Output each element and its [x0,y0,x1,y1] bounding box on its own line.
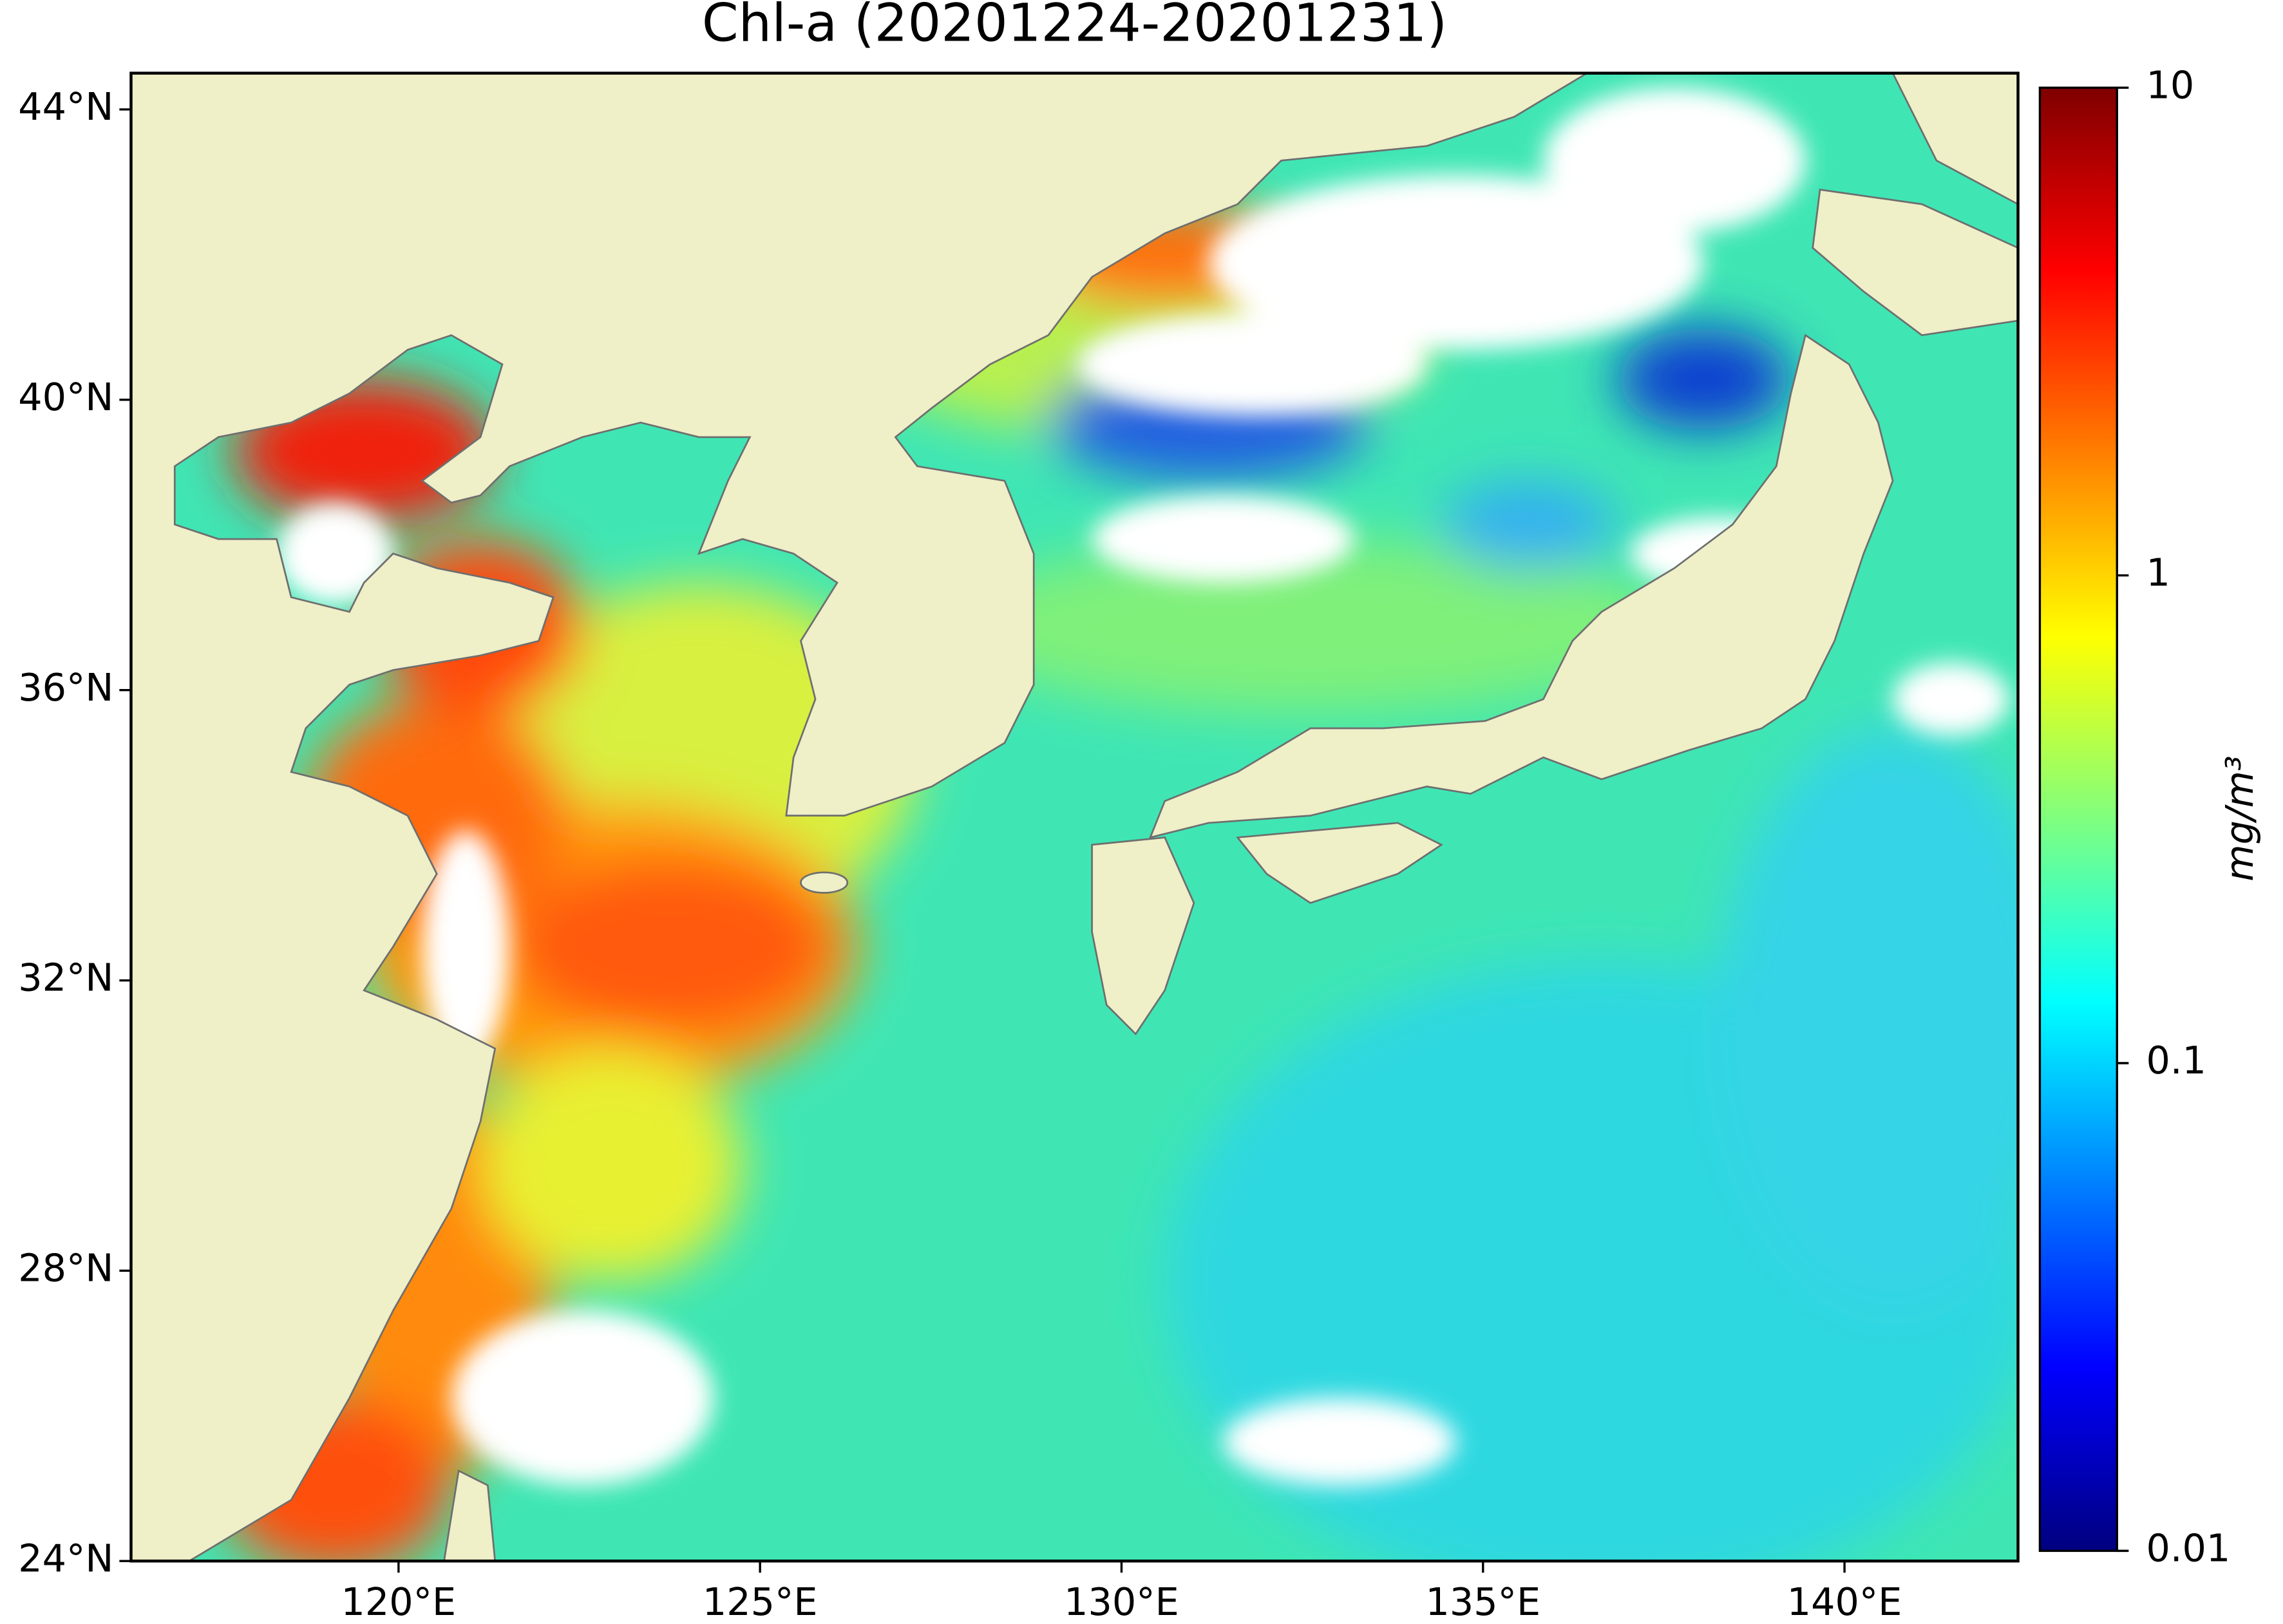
colorbar-tick-label: 0.01 [2146,1525,2230,1570]
map-frame [129,71,2020,1563]
map-image [131,73,2018,1562]
colorbar-tick-label: 10 [2146,62,2194,107]
x-tick-label: 120°E [341,1580,457,1624]
colorbar-tick-label: 0.1 [2146,1038,2206,1082]
y-tick-label: 28°N [18,1245,113,1290]
x-tick-label: 130°E [1064,1580,1179,1624]
map-title: Chl-a (20201224-20201231) [702,0,1447,54]
y-tick-label: 32°N [18,956,113,1000]
land [1091,836,1195,1035]
land [131,73,1589,1562]
land [800,871,849,894]
land [1891,73,2018,205]
x-tick-label: 135°E [1425,1580,1540,1624]
land [1236,822,1443,904]
colorbar [2038,86,2118,1553]
x-tick-label: 140°E [1787,1580,1902,1624]
land [1148,334,1894,839]
land [1812,188,2018,337]
land [443,1469,497,1562]
y-tick-label: 24°N [18,1536,113,1580]
y-tick-label: 40°N [18,375,113,419]
x-tick-label: 125°E [703,1580,818,1624]
colorbar-label: mg/m³ [2217,756,2262,882]
y-tick-label: 44°N [18,84,113,129]
colorbar-tick-label: 1 [2146,551,2170,595]
y-tick-label: 36°N [18,665,113,710]
